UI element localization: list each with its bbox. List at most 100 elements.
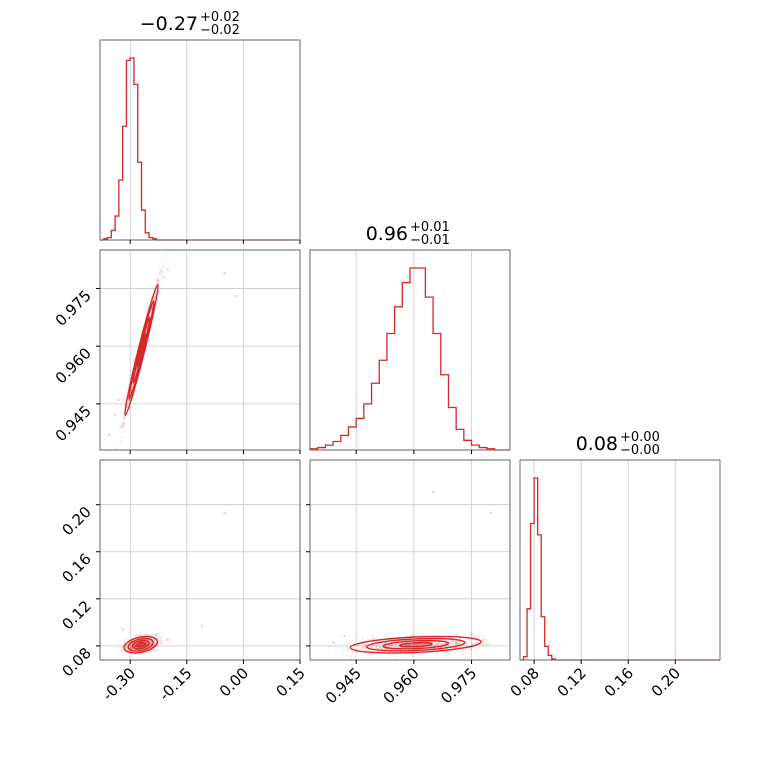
sample-point <box>153 296 156 299</box>
sample-point <box>464 641 468 644</box>
sample-point <box>120 426 123 429</box>
sample-point <box>361 637 364 640</box>
sample-point <box>149 640 152 643</box>
sample-point <box>372 655 375 658</box>
sample-point <box>127 402 130 405</box>
sample-point <box>418 653 421 657</box>
sample-point <box>421 633 425 636</box>
sample-point <box>163 254 166 257</box>
sample-point <box>456 643 459 646</box>
sample-point <box>438 641 441 644</box>
sample-point <box>145 642 149 646</box>
sample-point <box>482 636 485 639</box>
sample-point <box>122 421 125 424</box>
sample-point <box>480 634 484 637</box>
sample-point <box>441 643 444 646</box>
sample-point <box>134 645 137 649</box>
sample-point <box>137 643 141 647</box>
sample-point <box>150 640 153 644</box>
y-tick-label: 0.12 <box>58 597 94 633</box>
sample-point <box>128 400 131 403</box>
sample-point <box>125 638 128 641</box>
sample-point <box>413 643 416 646</box>
histogram-panel: −0.27 +0.02−0.02 <box>99 10 301 244</box>
sample-point <box>156 278 160 281</box>
sample-point <box>389 644 392 648</box>
sample-point <box>436 643 440 646</box>
sample-point <box>453 633 456 637</box>
panel-frame <box>309 459 511 661</box>
sample-point <box>119 648 123 652</box>
title-plus: +0.01 <box>410 220 450 235</box>
sample-point <box>393 645 396 648</box>
sample-point <box>364 647 367 650</box>
sample-point <box>447 644 450 647</box>
sample-point <box>123 415 126 418</box>
sample-point <box>362 645 365 648</box>
sample-point <box>154 295 157 298</box>
sample-point <box>141 643 144 646</box>
histogram-panel: 0.96 +0.01−0.01 <box>309 220 511 454</box>
sample-point <box>159 270 162 273</box>
sample-point <box>437 642 441 646</box>
sample-point <box>388 644 391 647</box>
sample-point <box>140 368 143 372</box>
sample-point <box>375 646 378 650</box>
sample-point <box>156 280 159 283</box>
sample-point <box>412 634 415 637</box>
sample-point <box>121 649 124 652</box>
histogram-step <box>309 267 510 451</box>
sample-point <box>462 649 465 652</box>
density-contour <box>124 283 159 417</box>
sample-point <box>409 644 412 647</box>
sample-point <box>120 440 123 443</box>
sample-point <box>133 644 136 648</box>
x-tick-label: -0.30 <box>99 664 139 704</box>
sample-point <box>365 654 368 657</box>
y-tick-label: 0.960 <box>52 344 95 387</box>
sample-point <box>156 279 160 282</box>
sample-point <box>131 385 134 388</box>
sample-point <box>145 643 148 646</box>
x-tick-label: 0.975 <box>437 664 480 707</box>
sample-point <box>475 646 478 650</box>
sample-point <box>139 643 142 646</box>
sample-point <box>449 641 452 645</box>
sample-point <box>148 314 152 318</box>
sample-point <box>149 640 152 643</box>
sample-point <box>371 634 374 637</box>
sample-point <box>362 646 365 649</box>
sample-point <box>471 642 474 645</box>
sample-point <box>407 643 410 647</box>
sample-point <box>149 634 152 637</box>
sample-point <box>161 264 165 267</box>
histogram-step <box>100 57 300 241</box>
sample-point <box>416 643 419 646</box>
sample-point <box>477 636 480 639</box>
density-contour <box>127 637 154 652</box>
sample-point <box>145 643 148 646</box>
sample-point <box>380 647 384 651</box>
sample-point <box>153 634 157 637</box>
sample-point <box>145 643 148 646</box>
panel-frame <box>99 39 301 241</box>
sample-point <box>361 643 364 646</box>
sample-point <box>327 653 330 656</box>
sample-point <box>127 399 131 402</box>
sample-point <box>376 643 379 647</box>
sample-point <box>419 642 422 646</box>
sample-point <box>160 636 163 639</box>
sample-point <box>160 638 163 641</box>
sample-point <box>406 644 409 647</box>
sample-point <box>380 647 383 650</box>
title-minus: −0.01 <box>410 233 450 248</box>
density-contour <box>128 300 155 400</box>
sample-point <box>122 424 125 427</box>
title-median: 0.96 <box>366 223 408 245</box>
sample-point <box>454 641 457 644</box>
sample-point <box>408 644 411 647</box>
sample-point <box>139 643 142 646</box>
sample-point <box>362 647 365 650</box>
sample-point <box>145 641 148 644</box>
sample-point <box>149 641 152 644</box>
